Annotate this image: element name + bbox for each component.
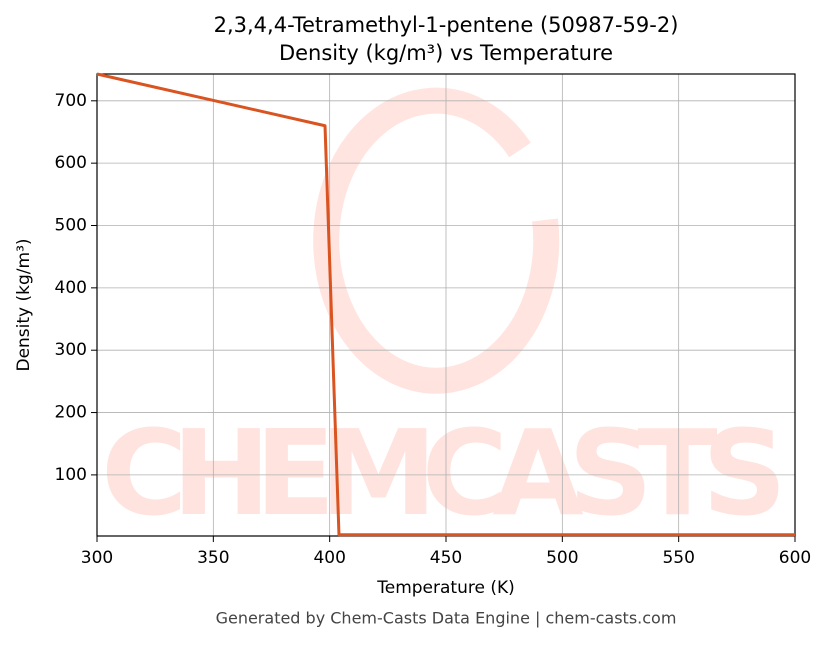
footer: Generated by Chem-Casts Data Engine | ch… [216, 609, 677, 628]
x-axis-label: Temperature (K) [376, 578, 515, 598]
x-tick-label: 600 [779, 548, 811, 568]
watermark-text: CHEMCASTS [101, 404, 791, 542]
y-tick-label: 200 [55, 403, 87, 423]
x-tick-label: 550 [662, 548, 694, 568]
y-axis-label: Density (kg/m³) [14, 238, 34, 371]
y-tick-label: 100 [55, 465, 87, 485]
x-tick-label: 500 [546, 548, 578, 568]
chart-subtitle: Density (kg/m³) vs Temperature [279, 41, 613, 65]
chart-title: 2,3,4,4-Tetramethyl-1-pentene (50987-59-… [214, 13, 679, 37]
y-tick-label: 300 [55, 340, 87, 360]
x-tick-label: 350 [197, 548, 229, 568]
watermark-logo [313, 87, 560, 394]
y-tick-label: 500 [55, 216, 87, 236]
data-line [96, 72, 795, 537]
watermark: CHEMCASTS [101, 87, 791, 542]
x-tick-label: 450 [430, 548, 462, 568]
y-tick-label: 400 [55, 278, 87, 298]
x-tick-label: 300 [81, 548, 113, 568]
y-tick-label: 600 [55, 153, 87, 173]
x-tick-label: 400 [313, 548, 345, 568]
y-tick-label: 700 [55, 91, 87, 111]
